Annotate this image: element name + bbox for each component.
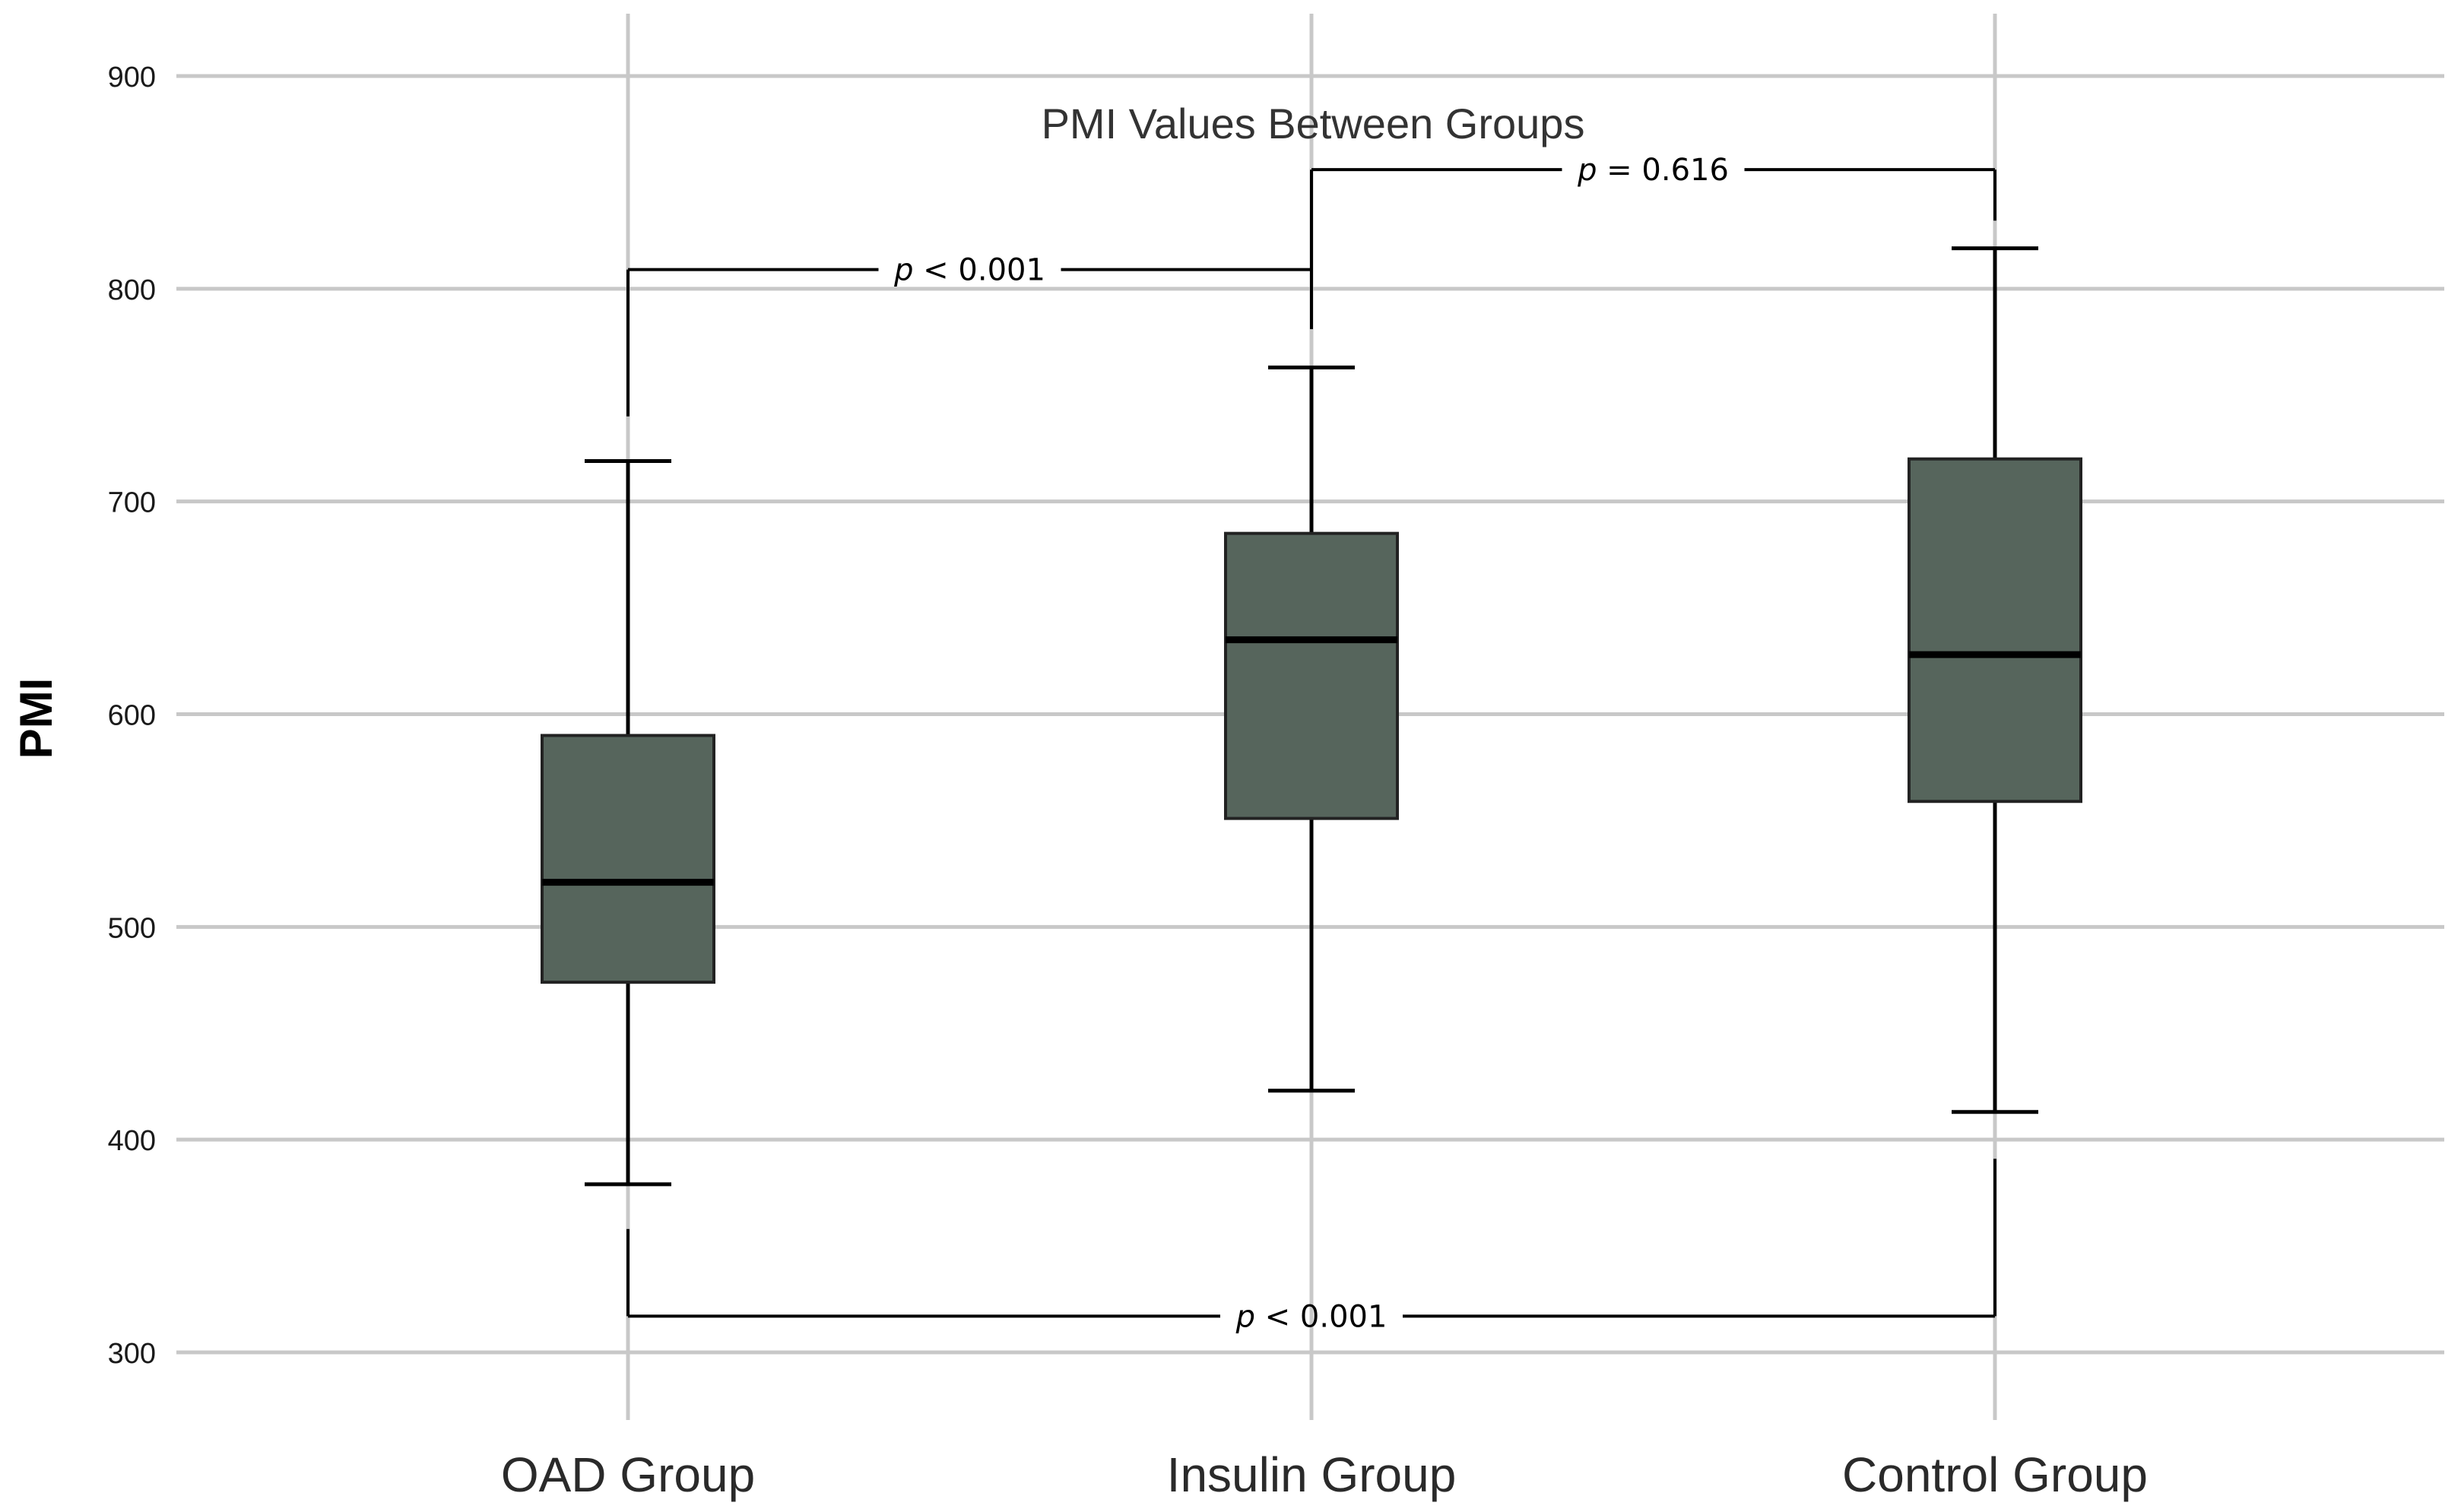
chart-title: PMI Values Between Groups bbox=[1042, 100, 1585, 147]
p-value-label: p = 0.616 bbox=[1577, 153, 1729, 188]
y-tick-label-700: 700 bbox=[108, 487, 156, 519]
p-value-text: < 0.001 bbox=[913, 253, 1045, 288]
y-tick-label-800: 800 bbox=[108, 274, 156, 306]
p-value-label: p < 0.001 bbox=[893, 253, 1045, 288]
box-group-1 bbox=[1224, 365, 1399, 1093]
box-group-0 bbox=[541, 459, 715, 1187]
y-tick-label-600: 600 bbox=[108, 700, 156, 732]
comparison-bracket-1: p = 0.616 bbox=[1310, 153, 1996, 330]
iqr-box bbox=[541, 734, 715, 984]
p-value-label: p < 0.001 bbox=[1235, 1299, 1387, 1334]
category-label-0: OAD Group bbox=[501, 1447, 755, 1502]
box-group-2 bbox=[1908, 246, 2082, 1114]
p-symbol: p bbox=[1577, 153, 1597, 188]
category-label-2: Control Group bbox=[1842, 1447, 2148, 1502]
y-axis-title: PMI bbox=[11, 678, 62, 759]
box-layer bbox=[541, 246, 2082, 1187]
comparison-bracket-0: p < 0.001 bbox=[626, 253, 1313, 417]
comparison-bracket-2: p < 0.001 bbox=[626, 1159, 1996, 1334]
iqr-box bbox=[1908, 457, 2082, 804]
y-tick-label-900: 900 bbox=[108, 62, 156, 94]
p-value-text: < 0.001 bbox=[1255, 1299, 1387, 1334]
category-label-1: Insulin Group bbox=[1167, 1447, 1457, 1502]
p-symbol: p bbox=[1235, 1299, 1255, 1334]
y-tick-label-500: 500 bbox=[108, 912, 156, 944]
category-labels: OAD Group Insulin Group Control Group bbox=[501, 1447, 2148, 1502]
p-value-text: = 0.616 bbox=[1597, 153, 1728, 188]
iqr-box bbox=[1224, 531, 1399, 820]
y-tick-label-300: 300 bbox=[108, 1338, 156, 1370]
y-tick-labels: 300 400 500 600 700 800 900 bbox=[108, 62, 156, 1370]
y-tick-label-400: 400 bbox=[108, 1125, 156, 1157]
p-symbol: p bbox=[893, 253, 913, 288]
